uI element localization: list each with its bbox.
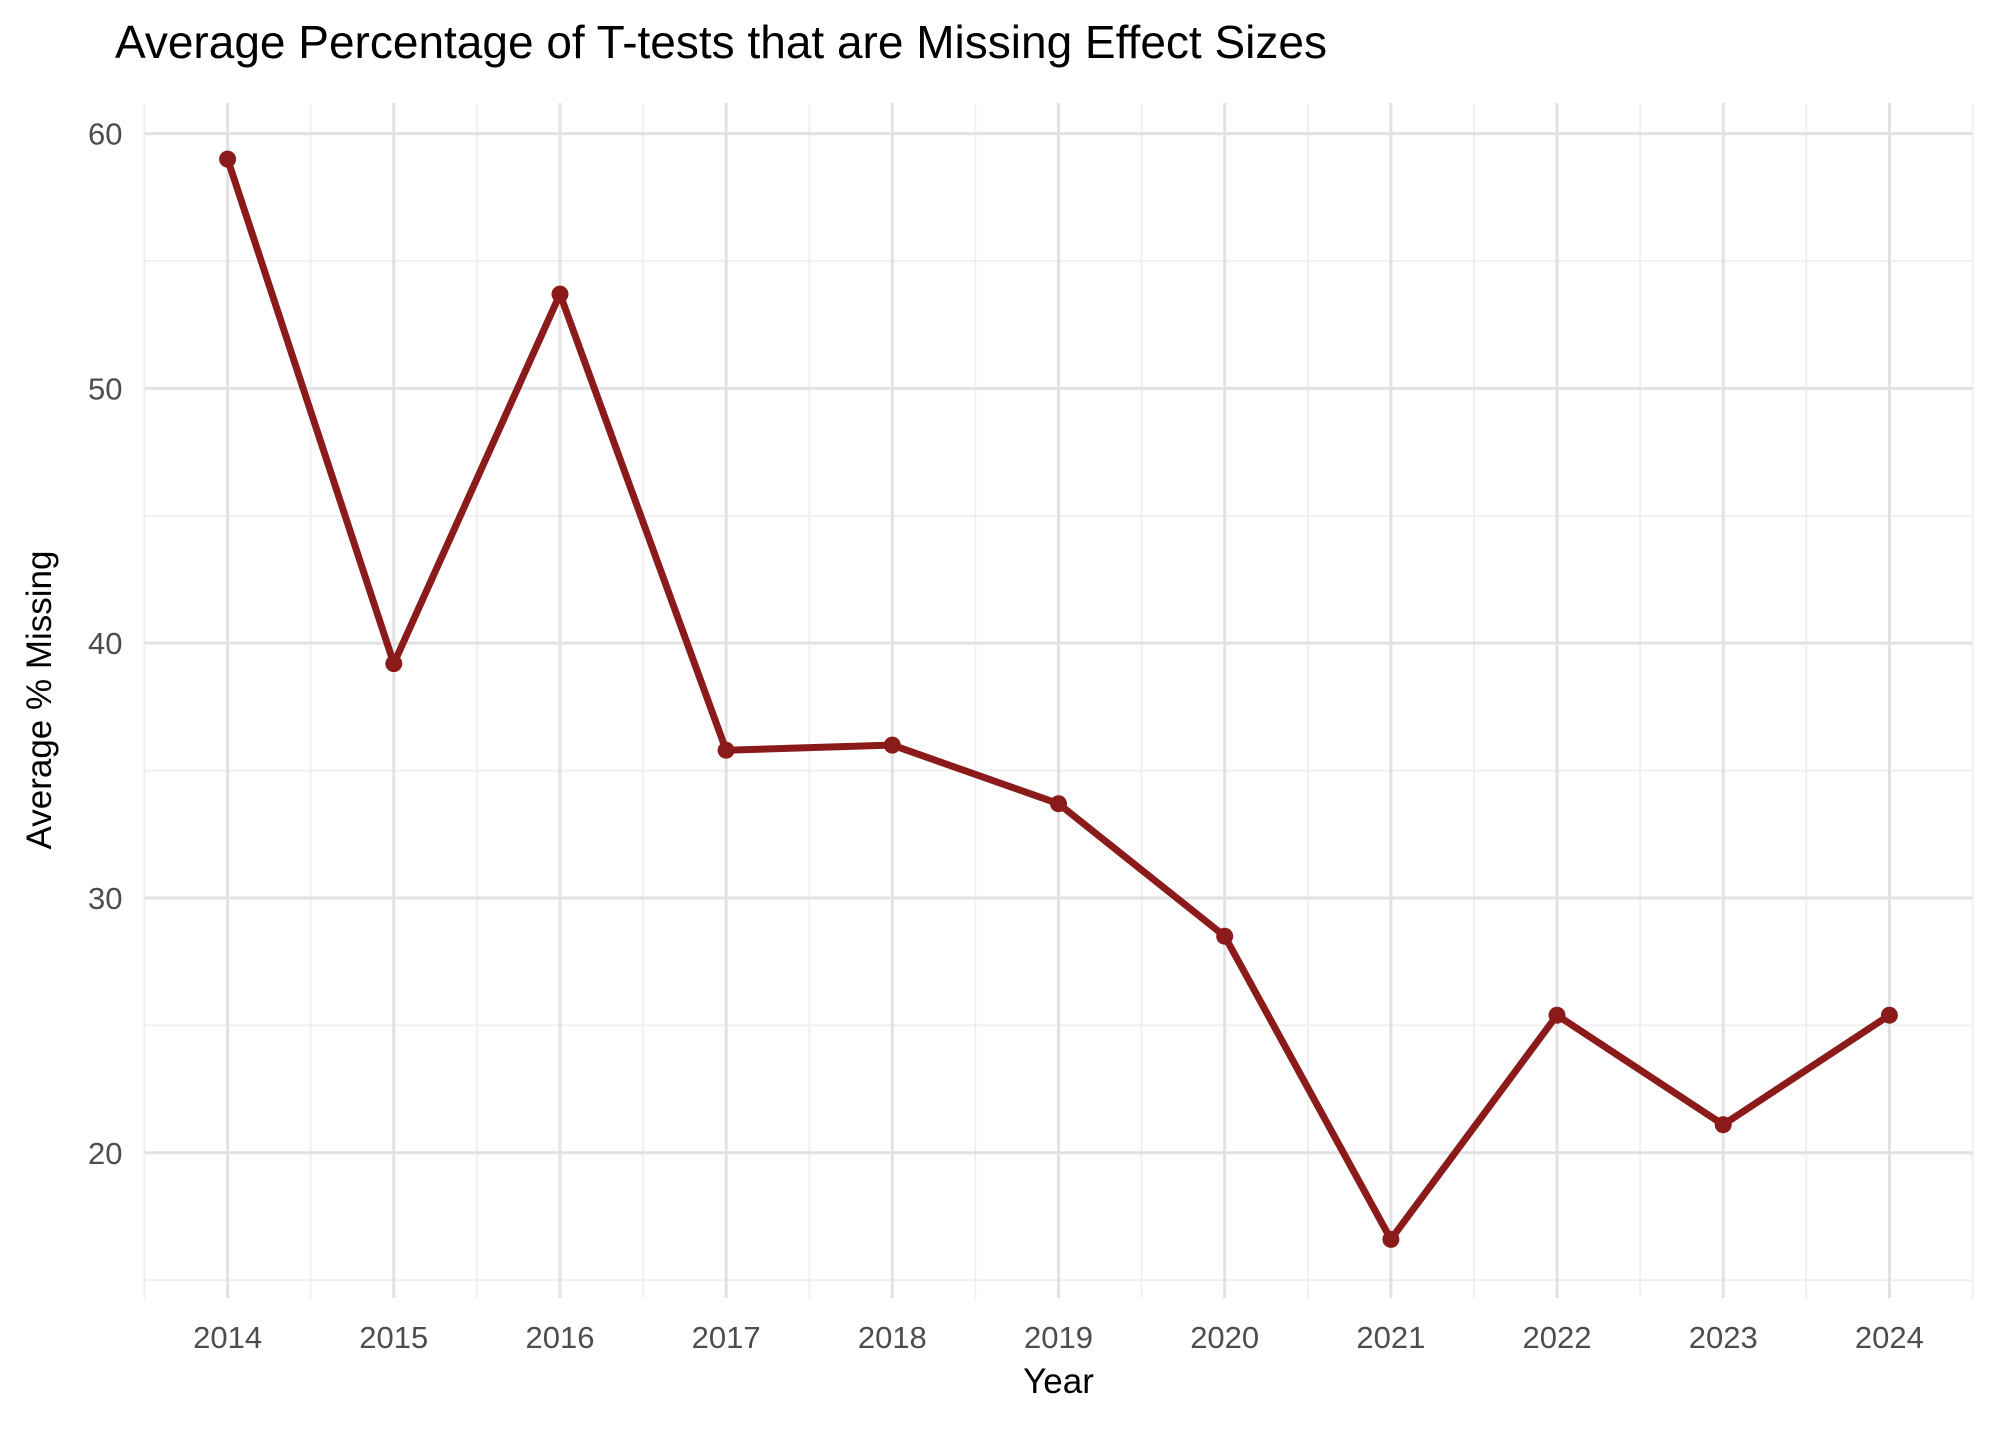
y-tick-label: 40 [88, 626, 122, 661]
data-point [717, 741, 735, 759]
data-point [1548, 1006, 1566, 1024]
data-point [551, 285, 569, 303]
x-tick-label: 2024 [1855, 1320, 1924, 1355]
chart-title: Average Percentage of T-tests that are M… [115, 16, 1327, 68]
x-tick-label: 2020 [1190, 1320, 1259, 1355]
y-axis-title: Average % Missing [20, 550, 59, 850]
x-axis-title: Year [1023, 1362, 1094, 1401]
data-point [1880, 1006, 1898, 1024]
data-point [1714, 1116, 1732, 1134]
y-tick-label: 30 [88, 881, 122, 916]
x-tick-label: 2019 [1024, 1320, 1093, 1355]
y-tick-label: 60 [88, 117, 122, 152]
x-tick-label: 2017 [692, 1320, 761, 1355]
x-tick-label: 2021 [1356, 1320, 1425, 1355]
x-tick-label: 2023 [1689, 1320, 1758, 1355]
y-tick-label: 50 [88, 371, 122, 406]
data-point [385, 655, 403, 673]
x-tick-label: 2016 [525, 1320, 594, 1355]
data-point [883, 736, 901, 754]
y-tick-label: 20 [88, 1136, 122, 1171]
data-point [1050, 795, 1067, 813]
x-tick-label: 2022 [1523, 1320, 1592, 1355]
data-point [219, 150, 237, 168]
data-point [1382, 1230, 1400, 1248]
x-tick-label: 2015 [359, 1320, 428, 1355]
x-tick-label: 2014 [193, 1320, 262, 1355]
data-point [1216, 927, 1234, 945]
x-tick-label: 2018 [858, 1320, 927, 1355]
